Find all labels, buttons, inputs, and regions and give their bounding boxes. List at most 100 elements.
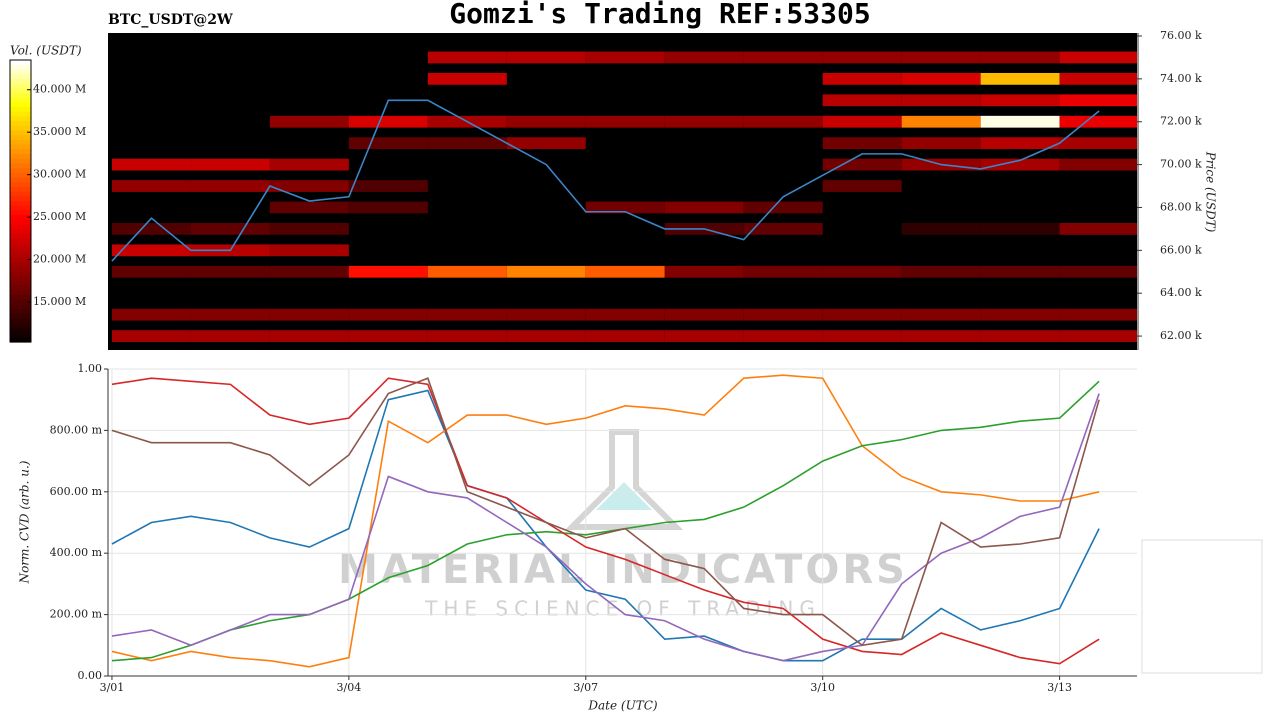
colorbar-tick-label: 15.000 M (33, 295, 86, 308)
heatmap-cell (664, 115, 744, 128)
colorbar-tick-label: 25.000 M (33, 210, 86, 223)
heatmap-cell (269, 115, 349, 128)
y-tick-label: 62.00 k (1160, 329, 1202, 342)
data-line (111, 377, 1100, 647)
colorbar: 15.000 M 20.000 M 25.000 M 30.000 M 35.000 M… (9, 59, 86, 343)
heatmap-cell (1059, 223, 1137, 235)
heatmap-cell (664, 51, 744, 64)
colorbar-step (10, 248, 31, 254)
colorbar-step (10, 285, 31, 291)
colorbar-step (10, 337, 31, 343)
heatmap-cell (506, 137, 586, 150)
colorbar-step (10, 78, 31, 85)
y-axis-title: Norm. CVD (arb. u.) (18, 460, 32, 584)
colorbar-step (10, 144, 31, 150)
heatmap-cell (585, 308, 665, 321)
heatmap-cell (585, 265, 665, 278)
colorbar-step (10, 163, 31, 169)
colorbar-step (10, 266, 31, 273)
heatmap-cell (190, 265, 270, 278)
heatmap-cell (980, 265, 1060, 278)
heatmap-cell (664, 308, 744, 321)
heatmap-cell (743, 223, 823, 235)
colorbar-step (10, 196, 31, 202)
heatmap-cell (980, 51, 1060, 64)
heatmap-cell (427, 51, 507, 64)
heatmap-cell (822, 308, 902, 321)
colorbar-step (10, 290, 31, 296)
heatmap-cell (901, 223, 981, 235)
heatmap-cell (822, 158, 902, 171)
colorbar-step (10, 210, 31, 216)
colorbar-tick-label: 40.000 M (33, 83, 86, 96)
heatmap-cell (585, 330, 665, 342)
heatmap-cell (585, 115, 665, 128)
heatmap-cell (111, 180, 191, 192)
heatmap-cell (269, 330, 349, 342)
heatmap-cell (901, 330, 981, 342)
heatmap-cell (743, 308, 823, 321)
y-tick-label: 600.00 m (50, 485, 103, 498)
colorbar-step (10, 154, 31, 160)
heatmap-cell (822, 180, 902, 192)
heatmap-cell (1059, 308, 1137, 321)
heatmap-cell (585, 51, 665, 64)
heatmap-cell (111, 158, 191, 171)
x-tick-label: 3/07 (573, 681, 598, 694)
colorbar-step (10, 295, 31, 301)
colorbar-step (10, 125, 31, 132)
colorbar-step (10, 238, 31, 244)
colorbar-step (10, 304, 31, 310)
heatmap-cell (1059, 158, 1137, 171)
colorbar-step (10, 205, 31, 211)
colorbar-step (10, 116, 31, 122)
colorbar-step (10, 318, 31, 324)
colorbar-step (10, 88, 31, 94)
heatmap-cell (427, 265, 507, 278)
heatmap-cell (269, 223, 349, 235)
data-line (111, 380, 1100, 662)
heatmap-cell (980, 115, 1060, 128)
heatmap-cell (111, 223, 191, 235)
colorbar-tick-label: 20.000 M (33, 253, 86, 266)
x-tick-label: 3/04 (337, 681, 362, 694)
heatmap-cell (506, 330, 586, 342)
x-axis-title: Date (UTC) (587, 699, 657, 713)
heatmap-cell (348, 137, 428, 150)
heatmap-cell (348, 265, 428, 278)
data-line (111, 389, 1100, 662)
colorbar-step (10, 280, 31, 287)
heatmap-cell (506, 265, 586, 278)
heatmap-cell (980, 223, 1060, 235)
colorbar-step (10, 172, 31, 179)
heatmap-cell (901, 115, 981, 128)
heatmap-cell (743, 265, 823, 278)
heatmap-cell (822, 72, 902, 85)
heatmap-cell (111, 265, 191, 278)
y-tick-label: 70.00 k (1160, 158, 1202, 171)
colorbar-step (10, 327, 31, 334)
colorbar-step (10, 191, 31, 197)
heatmap-cell (269, 244, 349, 257)
colorbar-step (10, 219, 31, 226)
heatmap-cell (980, 72, 1060, 85)
colorbar-step (10, 186, 31, 193)
heatmap-cell (664, 265, 744, 278)
colorbar-step (10, 332, 31, 338)
x-tick-label: 3/10 (810, 681, 835, 694)
heatmap-cell (980, 330, 1060, 342)
colorbar-step (10, 215, 31, 221)
heatmap-cell (901, 72, 981, 85)
heatmap-cell (190, 330, 270, 342)
heatmap-cell (111, 244, 191, 257)
y-tick-label: 800.00 m (50, 423, 103, 436)
colorbar-step (10, 69, 31, 75)
colorbar-step (10, 158, 31, 164)
heatmap-cell (980, 158, 1060, 171)
data-line (111, 99, 1100, 262)
colorbar-step (10, 121, 31, 127)
heatmap-cell (1059, 115, 1137, 128)
heatmap-cell (506, 51, 586, 64)
heatmap-cell (1059, 330, 1137, 342)
y-tick-label: 66.00 k (1160, 243, 1202, 256)
